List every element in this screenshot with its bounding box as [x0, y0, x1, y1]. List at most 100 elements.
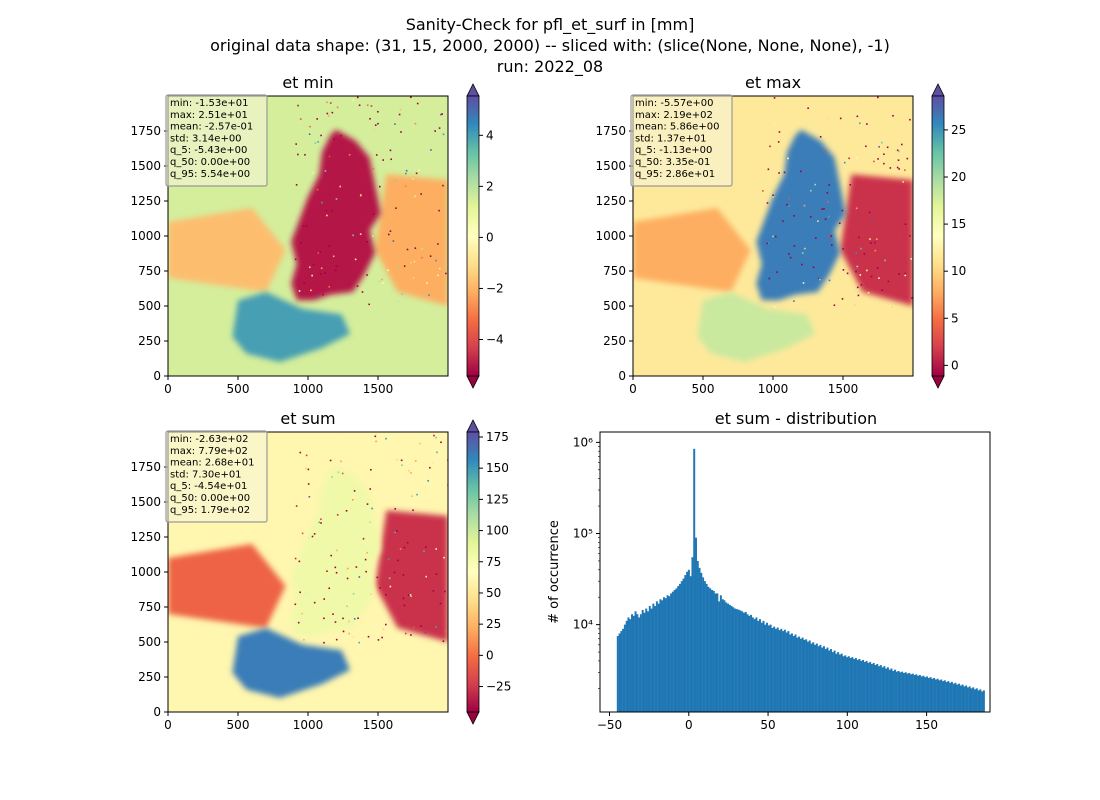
stats-line: min: -5.57e+00 [635, 98, 714, 109]
hist-bar [647, 611, 649, 712]
hist-bar [854, 658, 857, 712]
hist-bar [622, 628, 625, 712]
hist-bar [764, 624, 767, 712]
colorbar-tick-label: 175 [486, 430, 509, 444]
hist-bar [766, 622, 769, 712]
hist-bar [721, 599, 724, 712]
hist-bar [634, 611, 637, 712]
hist-bar [947, 681, 950, 712]
hist-bar [639, 614, 642, 712]
hist-bar [840, 653, 843, 712]
hist-bar [785, 632, 788, 712]
y-tick-label: 1500 [130, 495, 161, 509]
hist-bar [652, 603, 655, 712]
y-tick-label: 500 [138, 299, 161, 313]
hist-bar [618, 633, 621, 712]
colorbar-tick-label: 0 [951, 358, 959, 372]
hist-bar [934, 679, 937, 712]
stats-line: q_95: 1.79e+02 [170, 505, 250, 516]
hist-bar [755, 617, 758, 712]
colorbar-extend-min [931, 375, 945, 389]
y-tick-label: 500 [138, 635, 161, 649]
hist-bar [954, 682, 957, 712]
hist-bar [757, 620, 760, 712]
hist-bar [926, 676, 929, 712]
hist-bar [718, 601, 721, 712]
hist-bar [831, 652, 834, 712]
hist-bar [856, 659, 859, 712]
hist-y-tick-label: 10⁵ [573, 527, 593, 541]
hist-bar [959, 685, 962, 712]
x-tick-label: 0 [629, 382, 637, 396]
hist-bar [972, 687, 975, 712]
hist-bar [869, 661, 872, 712]
hist-bar [958, 683, 961, 712]
hist-bar [805, 639, 808, 712]
hist-bar [890, 668, 893, 712]
hist-bar [723, 600, 726, 712]
colorbar-tick-label: 150 [486, 461, 509, 475]
hist-bar [952, 683, 955, 712]
colorbar-extend-max [466, 419, 480, 433]
heatmap-image [168, 96, 448, 376]
hist-bar [714, 593, 717, 712]
hist-bar [687, 569, 690, 712]
hist-bar [659, 599, 662, 712]
colorbar-gradient [931, 95, 945, 377]
hist-y-tick-label: 10⁶ [573, 435, 593, 449]
stats-line: q_50: 0.00e+00 [170, 493, 250, 504]
hist-bar [666, 595, 669, 712]
hist-bar [879, 665, 882, 712]
panel-et-sum-distribution: et sum - distribution # of occurrence −5… [547, 409, 991, 732]
colorbar-tick-label: 4 [486, 128, 494, 142]
hist-bar [965, 685, 968, 712]
hist-bar [735, 609, 738, 712]
hist-bar [924, 677, 927, 712]
colorbar-tick-label: 15 [951, 217, 966, 231]
colorbar: −4 −2 0 2 4 [466, 83, 504, 389]
hist-bar [838, 654, 841, 712]
hist-bar [760, 622, 763, 712]
hist-bar [833, 650, 836, 712]
hist-bar [753, 619, 756, 712]
hist-bar [878, 666, 881, 712]
hist-bar [705, 583, 708, 712]
x-tick-label: 1000 [293, 382, 324, 396]
hist-bar [842, 656, 845, 712]
hist-bar [922, 675, 925, 712]
hist-bar [782, 631, 785, 712]
x-tick-label: 1500 [363, 382, 394, 396]
colorbar-tick-label: −4 [486, 333, 504, 347]
y-tick-label: 250 [603, 334, 626, 348]
y-tick-label: 0 [153, 705, 161, 719]
hist-bar [981, 691, 984, 712]
hist-bar [702, 577, 705, 712]
hist-bar [851, 657, 854, 712]
colorbar-tick-label: −25 [486, 680, 511, 694]
hist-bar [794, 634, 797, 712]
heatmap-image [168, 432, 448, 712]
y-tick-label: 750 [138, 600, 161, 614]
colorbar-tick-label: 75 [486, 555, 501, 569]
hist-bar [931, 678, 934, 712]
hist-bar [938, 680, 941, 712]
hist-bar [883, 666, 886, 712]
stats-line: std: 3.14e+00 [170, 133, 242, 144]
hist-bar [911, 673, 914, 712]
colorbar-tick-label: 0 [486, 230, 494, 244]
hist-bar [737, 609, 740, 712]
hist-bar [810, 643, 813, 712]
hist-bar [632, 615, 635, 712]
hist-bar [696, 560, 699, 712]
hist-bar [872, 662, 875, 712]
hist-bar [847, 656, 850, 712]
y-tick-label: 0 [618, 369, 626, 383]
hist-bar [899, 672, 902, 712]
hist-bar [942, 681, 945, 712]
colorbar-tick-label: 25 [486, 617, 501, 631]
hist-bar [963, 686, 966, 712]
hist-bar [844, 655, 847, 712]
hist-bar [767, 625, 770, 712]
panel-title: et min [282, 73, 333, 92]
